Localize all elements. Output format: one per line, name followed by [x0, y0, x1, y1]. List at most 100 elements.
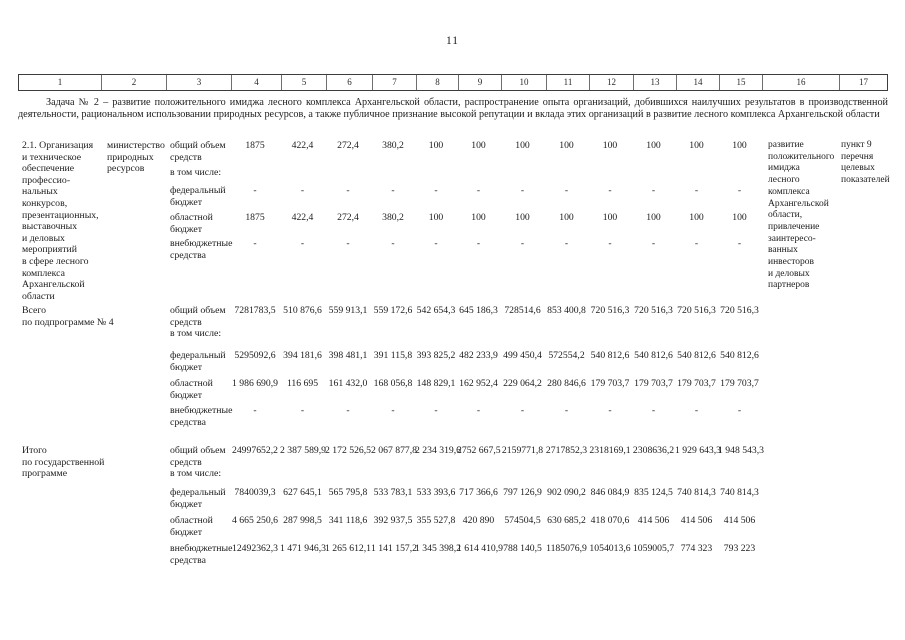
value-cell: 162 952,4 — [459, 378, 498, 389]
text-line: бюджет — [170, 196, 203, 208]
value-cell: 740 814,3 — [720, 487, 759, 498]
value-cell: 499 450,4 — [503, 350, 542, 361]
text-line: средства — [170, 249, 206, 261]
dash-cell: - — [434, 405, 438, 416]
text-line: 2.1. Организация — [22, 140, 94, 151]
dash-cell: - — [694, 185, 699, 196]
value-cell: 1875 — [245, 140, 265, 151]
text-line: по подпрограмме № 4 — [22, 316, 114, 328]
column-number-5: 5 — [281, 75, 326, 90]
value-cell: 229 064,2 — [503, 378, 542, 389]
value-cell: 720 516,3 — [677, 305, 716, 316]
value-cell: 272,4 — [337, 140, 359, 151]
value-cell: 100 — [471, 212, 486, 223]
dash-cell: - — [608, 238, 612, 249]
row-label: федеральный бюджет — [165, 185, 230, 212]
value-cell: 100 — [602, 212, 618, 223]
value-cell: 788 140,5 — [503, 543, 542, 554]
text-line: средств — [170, 151, 202, 163]
column-number-11: 11 — [546, 75, 589, 90]
dash-cell: - — [651, 405, 656, 416]
column-number-ruler: 1 2 3 4 5 6 7 8 9 10 11 12 13 14 15 16 17 — [18, 74, 888, 91]
dash-cell: - — [434, 238, 438, 249]
text-line: программе — [22, 468, 68, 480]
text-line: заинтересо- — [768, 233, 816, 244]
column-number-3: 3 — [166, 75, 231, 90]
value-cell: 380,2 — [382, 140, 404, 151]
value-cell: 393 825,2 — [416, 350, 456, 361]
block-title: Всего по подпрограмме № 4 — [18, 305, 165, 445]
text-line: лесного — [768, 175, 800, 186]
row-label: общий объем средств в том числе: — [165, 305, 230, 350]
target-indicator-cell: пункт 9 перечня целевых показателей — [838, 140, 890, 278]
value-cell: 482 233,9 — [459, 350, 498, 361]
value-cell: 100 — [732, 140, 747, 151]
text-line: Архангельской — [22, 279, 85, 291]
value-cell: 540 812,6 — [590, 350, 630, 361]
value-cell: 853 400,8 — [547, 305, 586, 316]
value-cell: 1 471 946,3 — [280, 543, 327, 554]
row-label: областной бюджет — [165, 212, 230, 238]
value-cell: 414 506 — [637, 515, 670, 526]
value-cell: 100 — [559, 140, 574, 151]
value-cell: 1054013,6 — [589, 543, 631, 554]
value-cell: 1 265 612,1 — [325, 543, 372, 554]
text-line: целевых — [841, 163, 875, 174]
table-block-3: Итого по государственной программе общий об… — [18, 445, 886, 583]
column-number-17: 17 — [839, 75, 887, 90]
text-line: областной — [170, 212, 213, 223]
text-line: бюджет — [170, 526, 203, 538]
column-number-1: 1 — [57, 77, 63, 87]
text-line: бюджет — [170, 223, 203, 235]
dash-cell: - — [651, 185, 656, 196]
text-line: презентационных, — [22, 209, 99, 221]
row-label: областной бюджет — [165, 378, 230, 405]
text-line: в том числе: — [170, 328, 222, 340]
text-line: средств — [170, 456, 202, 468]
row-label: областной бюджет — [165, 515, 230, 543]
dash-cell: - — [737, 238, 742, 249]
value-cell: 100 — [471, 140, 486, 151]
dash-cell: - — [253, 405, 257, 416]
dash-cell: - — [391, 185, 395, 196]
text-line: показателей — [841, 175, 890, 186]
value-cell: 559 172,6 — [373, 305, 413, 316]
text-line: федеральный — [170, 185, 226, 196]
text-line: привлечение — [768, 221, 820, 232]
dash-cell: - — [391, 405, 395, 416]
text-line: профессио- — [22, 174, 71, 186]
text-line: перечня — [841, 151, 874, 162]
dash-cell: - — [564, 238, 569, 249]
value-cell: 2 172 526,5 — [325, 445, 372, 456]
table-block-1: 2.1. Организация и техническое обеспечение… — [18, 140, 890, 302]
text-line: имиджа — [768, 163, 800, 174]
dash-cell: - — [737, 185, 742, 196]
text-line: общий объем — [170, 445, 226, 456]
value-cell: 2 234 319,6 — [415, 445, 462, 456]
value-cell: 398 481,1 — [328, 350, 368, 361]
value-cell: 179 703,7 — [634, 378, 673, 389]
column-number-16: 16 — [762, 75, 839, 90]
value-cell: 835 124,5 — [634, 487, 673, 498]
text-line: в сфере лесного — [22, 255, 89, 267]
value-cell: 391 115,8 — [373, 350, 413, 361]
dash-cell: - — [520, 405, 525, 416]
value-cell: 100 — [732, 212, 747, 223]
task-paragraph: Задача № 2 – развитие положительного ими… — [18, 97, 888, 121]
dash-cell: - — [346, 185, 350, 196]
value-cell: 7840039,3 — [234, 487, 276, 498]
text-line: Всего — [22, 305, 47, 316]
value-cell: 1185076,9 — [546, 543, 587, 554]
text-line: в том числе: — [170, 167, 222, 179]
value-cell: 179 703,7 — [590, 378, 630, 389]
text-line: мероприятий — [22, 244, 78, 256]
column-number-7: 7 — [372, 75, 416, 90]
value-cell: 1 948 543,3 — [718, 445, 765, 456]
value-cell: 100 — [559, 212, 574, 223]
dash-cell: - — [520, 238, 525, 249]
dash-cell: - — [608, 405, 612, 416]
value-cell: 148 829,1 — [416, 378, 456, 389]
row-label: внебюджетные средства — [165, 543, 232, 583]
value-cell: 7281783,5 — [234, 305, 276, 316]
text-line: области — [22, 290, 55, 302]
